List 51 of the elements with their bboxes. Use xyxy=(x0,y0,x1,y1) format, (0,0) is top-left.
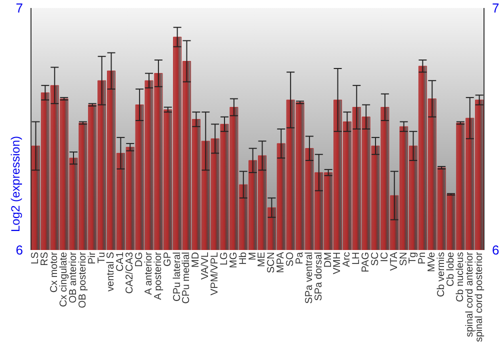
y-axis-title: Log2 (expression) xyxy=(8,136,22,232)
x-tick-label: A anterior xyxy=(143,251,154,295)
x-tick-label: SN xyxy=(398,252,410,266)
x-tick-label: Pir xyxy=(86,251,98,264)
x-tick-label: Pn xyxy=(417,252,428,264)
x-tick-label: GP xyxy=(162,252,174,266)
x-tick-label: MG xyxy=(228,252,240,268)
x-tick-label: Pa xyxy=(294,252,306,264)
x-tick-label: Cb nucleus xyxy=(454,252,466,302)
x-tick-label: CA2/CA3 xyxy=(124,252,136,294)
x-tick-label: Tg xyxy=(408,252,419,264)
x-tick-label: SO xyxy=(285,252,296,266)
x-tick-label: OB posterior xyxy=(77,251,88,308)
x-tick-label: LG xyxy=(218,252,230,266)
x-tick-label: M xyxy=(247,252,258,260)
x-tick-label: Cb lobe xyxy=(445,252,456,286)
x-tick-label: Cx cingulate xyxy=(58,252,70,308)
x-tick-label: SPa dorsal xyxy=(313,252,324,301)
x-tick-label: A posterior xyxy=(152,251,164,300)
x-tick-label: VMH xyxy=(332,252,344,274)
x-tick-label: DM xyxy=(322,252,334,268)
x-tick-label: SC xyxy=(370,252,381,266)
x-tick-label: LH xyxy=(351,252,362,265)
x-tick-label: DG xyxy=(134,252,146,267)
x-tick-label: SCN xyxy=(266,252,278,274)
x-tick-label: Hb xyxy=(238,252,249,265)
x-tick-label: spinal cord posterior xyxy=(474,251,485,342)
x-tick-label: SPa ventral xyxy=(304,252,315,304)
x-tick-label: MD xyxy=(190,252,202,268)
x-tick-label: CPu lateral xyxy=(172,252,183,302)
x-tick-label: OB anterior xyxy=(68,251,79,304)
x-tick-label: Cx motor xyxy=(49,251,60,293)
x-tick-label: MVe xyxy=(426,252,438,272)
x-tick-label: ventral S xyxy=(106,252,117,292)
x-tick-label: VTA xyxy=(388,252,400,271)
y2-tick-label: 7 xyxy=(492,0,500,16)
x-tick-label: VPM/VPL xyxy=(210,252,221,296)
x-tick-label: PAG xyxy=(360,252,372,272)
x-tick-label: MPA xyxy=(276,252,287,273)
x-tick-label: LS xyxy=(30,252,42,264)
x-tick-label: spinal cord anterior xyxy=(464,251,476,338)
x-tick-label: CA1 xyxy=(115,252,126,272)
x-tick-label: VA/VL xyxy=(200,252,212,280)
x-tick-label: Arc xyxy=(342,252,353,267)
x-tick-label: CPu medial xyxy=(181,252,192,304)
x-tick-label: ME xyxy=(256,252,268,267)
y2-tick-label: 6 xyxy=(492,242,500,258)
x-tick-label: Tu xyxy=(96,252,108,264)
x-tick-label: IC xyxy=(379,252,390,262)
x-tick-label: RS xyxy=(40,252,51,266)
x-tick-label: Cb vermis xyxy=(436,252,448,298)
